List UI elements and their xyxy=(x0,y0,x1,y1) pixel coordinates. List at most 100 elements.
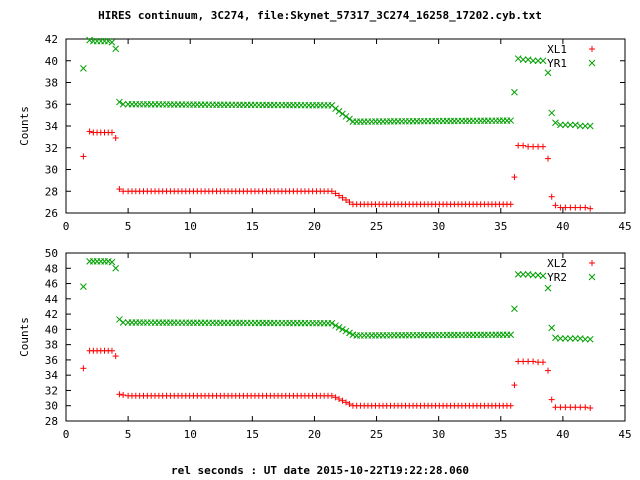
data-point xyxy=(507,402,514,409)
data-point xyxy=(336,396,343,403)
data-point-d2 xyxy=(346,329,353,337)
data-point xyxy=(336,192,343,199)
x-tick-label: 30 xyxy=(432,428,445,441)
data-point-d2 xyxy=(507,331,515,339)
data-point xyxy=(514,55,522,62)
data-point xyxy=(552,202,559,209)
data-point-d2 xyxy=(544,284,552,292)
data-point xyxy=(581,335,589,343)
data-point xyxy=(332,322,339,329)
data-point xyxy=(511,174,518,181)
data-point xyxy=(80,283,87,290)
data-point-d2 xyxy=(519,271,527,278)
data-point-d2 xyxy=(342,327,350,335)
data-point-d2 xyxy=(581,335,589,343)
legend-label: XL2 xyxy=(547,257,567,270)
data-point-d2 xyxy=(112,264,120,272)
data-point xyxy=(86,128,93,135)
data-point xyxy=(332,394,339,401)
data-point-d2 xyxy=(349,331,357,339)
data-point xyxy=(586,335,594,343)
data-point xyxy=(80,153,87,160)
x-tick-label: 45 xyxy=(618,220,631,233)
data-point-d2 xyxy=(562,121,569,129)
data-point xyxy=(507,117,515,124)
data-point xyxy=(108,38,116,46)
y-tick-label: 40 xyxy=(45,55,58,68)
x-axis-label: rel seconds : UT date 2015-10-22T19:22:2… xyxy=(170,464,469,477)
data-point xyxy=(119,100,127,108)
data-point-d2 xyxy=(80,283,87,290)
data-point xyxy=(339,194,346,201)
data-point xyxy=(332,190,339,197)
x-tick-label: 10 xyxy=(184,220,197,233)
data-point xyxy=(576,122,584,130)
x-tick-label: 10 xyxy=(184,428,197,441)
x-tick-label: 35 xyxy=(494,220,507,233)
data-point xyxy=(346,329,353,337)
series-YR2 xyxy=(80,258,594,343)
data-point xyxy=(544,284,552,292)
data-point xyxy=(519,271,527,278)
data-point-d2 xyxy=(86,36,93,44)
data-point xyxy=(342,399,349,406)
data-point xyxy=(112,134,119,141)
data-point-d2 xyxy=(119,319,127,326)
data-point-d2 xyxy=(576,122,584,130)
data-point-d2 xyxy=(529,57,537,65)
data-point-d2 xyxy=(548,324,556,332)
data-point xyxy=(548,324,556,332)
x-tick-label: 15 xyxy=(246,428,259,441)
y-tick-label: 34 xyxy=(45,120,59,133)
data-point xyxy=(544,367,551,374)
data-point-d2 xyxy=(566,335,574,342)
data-point xyxy=(514,271,522,278)
data-point-d2 xyxy=(112,45,120,53)
data-point xyxy=(571,121,579,129)
y-tick-label: 36 xyxy=(45,354,58,367)
y-tick-label: 30 xyxy=(45,400,58,413)
data-point-d2 xyxy=(80,65,87,72)
data-point-d2 xyxy=(116,98,123,106)
data-point xyxy=(562,121,569,129)
data-point xyxy=(519,56,527,64)
y-tick-label: 38 xyxy=(45,77,58,90)
data-point xyxy=(520,142,527,149)
series-XL1 xyxy=(80,128,594,212)
data-point-d2 xyxy=(529,271,537,279)
data-point-d2 xyxy=(108,38,116,46)
data-point xyxy=(511,88,518,96)
data-point xyxy=(571,335,579,342)
x-tick-label: 20 xyxy=(308,220,321,233)
data-point xyxy=(335,107,343,115)
series-XL2 xyxy=(80,347,594,412)
y-tick-label: 28 xyxy=(45,415,58,428)
data-point xyxy=(342,113,350,120)
y-tick-label: 44 xyxy=(45,293,59,306)
y-tick-label: 32 xyxy=(45,384,58,397)
data-point xyxy=(112,264,120,272)
y-tick-label: 30 xyxy=(45,164,58,177)
legend-marker-d2 xyxy=(588,59,596,67)
data-point-d2 xyxy=(116,316,123,323)
data-point-d2 xyxy=(104,258,112,265)
data-point-d2 xyxy=(119,100,127,108)
data-point xyxy=(548,193,555,200)
data-point xyxy=(339,325,346,333)
data-point xyxy=(511,305,518,313)
data-point-d2 xyxy=(524,56,532,64)
y-tick-label: 40 xyxy=(45,323,58,336)
data-point-d2 xyxy=(519,56,527,64)
y-tick-label: 46 xyxy=(45,278,58,291)
x-tick-label: 35 xyxy=(494,428,507,441)
bottom-panel: 0 5 10 15 20 25 30 35 40 45 28 30 32 34 36 38 40 42 44 46 48… xyxy=(18,247,632,441)
y-tick-label: 28 xyxy=(45,185,58,198)
data-point-d2 xyxy=(335,107,343,115)
y-tick-label: 48 xyxy=(45,262,58,275)
data-point xyxy=(116,186,123,193)
data-point-d2 xyxy=(557,335,564,342)
data-point-d2 xyxy=(332,322,339,329)
data-point xyxy=(346,401,353,408)
data-point-d2 xyxy=(339,110,346,118)
legend-label: YR1 xyxy=(547,57,567,70)
